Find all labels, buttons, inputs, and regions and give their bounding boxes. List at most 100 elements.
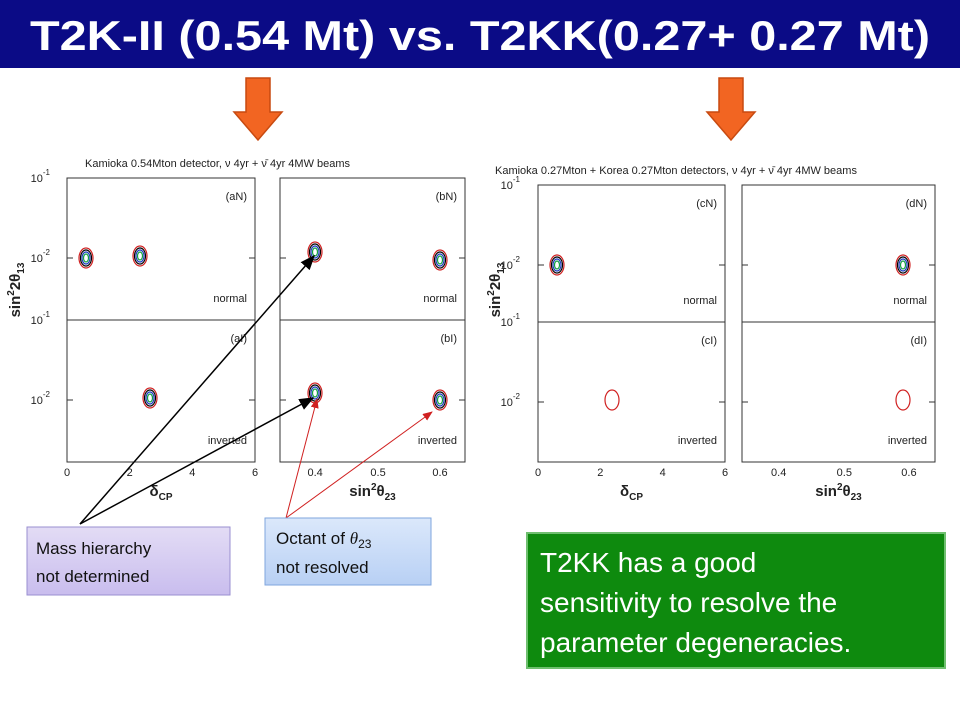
contour bbox=[133, 247, 147, 265]
y-tick-label: 10 bbox=[31, 253, 43, 265]
panel-note: normal bbox=[683, 295, 717, 307]
annotation-text: not resolved bbox=[276, 558, 369, 577]
x-tick-label: 4 bbox=[660, 467, 666, 479]
x-tick-label: 0.4 bbox=[771, 467, 786, 479]
annotation-text: Octant of bbox=[276, 529, 350, 548]
y-tick-label: 10-2 bbox=[501, 255, 521, 272]
x-tick-label: 0.5 bbox=[370, 467, 385, 479]
axis-label: 2 bbox=[6, 290, 17, 296]
contour bbox=[432, 389, 448, 411]
panel-note: normal bbox=[423, 293, 457, 305]
conclusion-text: T2KK has a good bbox=[540, 547, 756, 578]
subscript: CP bbox=[159, 492, 173, 503]
axis-label: sin2θ23 bbox=[349, 482, 396, 503]
contour bbox=[308, 243, 322, 261]
y-tick-label: 10 bbox=[501, 180, 513, 192]
axis-label: δ bbox=[620, 483, 629, 500]
pointer-arrow bbox=[79, 397, 315, 525]
contour bbox=[433, 391, 447, 409]
axis-label: sin22θ13 bbox=[486, 262, 507, 317]
subscript: 13 bbox=[16, 262, 27, 274]
contour bbox=[311, 247, 319, 257]
y-tick-label: 10 bbox=[501, 397, 513, 409]
contour bbox=[895, 389, 911, 411]
panel-label: (bN) bbox=[436, 191, 457, 203]
panel-label: (dN) bbox=[906, 198, 927, 210]
contour bbox=[143, 389, 157, 407]
axis-label: 2θ bbox=[487, 274, 504, 290]
contour bbox=[436, 395, 444, 405]
axis-label: sin bbox=[349, 483, 371, 500]
y-tick-exponent: -2 bbox=[513, 255, 521, 264]
contour bbox=[898, 258, 908, 272]
annotation-box bbox=[26, 526, 231, 596]
panel-label: (cN) bbox=[696, 198, 717, 210]
x-tick-label: 0.6 bbox=[901, 467, 916, 479]
panel-label: (cI) bbox=[701, 335, 717, 347]
contour bbox=[132, 245, 148, 267]
figure-header: Kamioka 0.54Mton detector, ν 4yr + ν̄ 4y… bbox=[85, 158, 351, 170]
x-tick-label: 2 bbox=[597, 467, 603, 479]
contour bbox=[896, 256, 910, 274]
axis-label: θ bbox=[843, 483, 851, 500]
figure-header: Kamioka 0.27Mton + Korea 0.27Mton detect… bbox=[495, 165, 857, 177]
y-tick-exponent: -1 bbox=[43, 310, 51, 319]
conclusion-box bbox=[526, 532, 946, 669]
x-tick-label: 0.5 bbox=[837, 467, 852, 479]
contour bbox=[145, 391, 155, 405]
y-tick-exponent: -1 bbox=[43, 168, 51, 177]
contour bbox=[549, 254, 565, 276]
axis-label: sin2θ23 bbox=[815, 482, 862, 503]
axis-label: sin bbox=[7, 296, 24, 318]
panel-note: inverted bbox=[418, 435, 457, 447]
contour bbox=[142, 387, 158, 409]
down-arrow bbox=[232, 77, 284, 142]
contour bbox=[81, 251, 91, 265]
pointer-arrow bbox=[79, 254, 315, 525]
subscript: 23 bbox=[851, 492, 863, 503]
axis-label: sin bbox=[487, 296, 504, 318]
pointer-arrow bbox=[285, 398, 319, 519]
panel-label: (dI) bbox=[911, 335, 928, 347]
y-tick-label: 10-1 bbox=[501, 312, 521, 329]
panel-note: inverted bbox=[208, 435, 247, 447]
panel-label: (aN) bbox=[226, 191, 247, 203]
panel-note: inverted bbox=[678, 435, 717, 447]
y-tick-label: 10 bbox=[31, 173, 43, 185]
contour bbox=[436, 255, 444, 265]
contour bbox=[311, 388, 319, 398]
y-tick-label: 10-1 bbox=[31, 168, 51, 185]
contour bbox=[433, 251, 447, 269]
down-arrow bbox=[705, 77, 757, 142]
slide-title: T2K-II (0.54 Mt) vs. T2KK(0.27+ 0.27 Mt) bbox=[30, 12, 930, 59]
axis-label: sin bbox=[815, 483, 837, 500]
y-tick-exponent: -1 bbox=[513, 312, 521, 321]
subscript: 23 bbox=[358, 537, 372, 551]
y-tick-label: 10-1 bbox=[501, 175, 521, 192]
contour bbox=[82, 253, 90, 263]
y-tick-label: 10 bbox=[31, 315, 43, 327]
y-tick-label: 10 bbox=[31, 395, 43, 407]
y-tick-label: 10 bbox=[501, 317, 513, 329]
contour bbox=[899, 260, 907, 270]
contour bbox=[307, 241, 323, 263]
figure: Kamioka 0.27Mton + Korea 0.27Mton detect… bbox=[486, 165, 936, 503]
x-tick-label: 6 bbox=[252, 467, 258, 479]
axis-label: δ bbox=[149, 483, 158, 500]
contour bbox=[604, 389, 620, 411]
y-tick-label: 10-1 bbox=[31, 310, 51, 327]
panel-label: (aI) bbox=[231, 333, 248, 345]
x-tick-label: 0.4 bbox=[308, 467, 323, 479]
x-tick-label: 6 bbox=[722, 467, 728, 479]
contour bbox=[135, 249, 145, 263]
title-bar bbox=[0, 0, 960, 68]
pointer-arrow bbox=[285, 411, 433, 519]
contour bbox=[136, 251, 144, 261]
y-tick-label: 10 bbox=[501, 260, 513, 272]
contour bbox=[435, 393, 445, 407]
contour bbox=[78, 247, 94, 269]
panel-frame bbox=[741, 321, 936, 463]
subscript: 23 bbox=[385, 492, 397, 503]
contour bbox=[895, 254, 911, 276]
axis-label: δCP bbox=[620, 483, 643, 503]
